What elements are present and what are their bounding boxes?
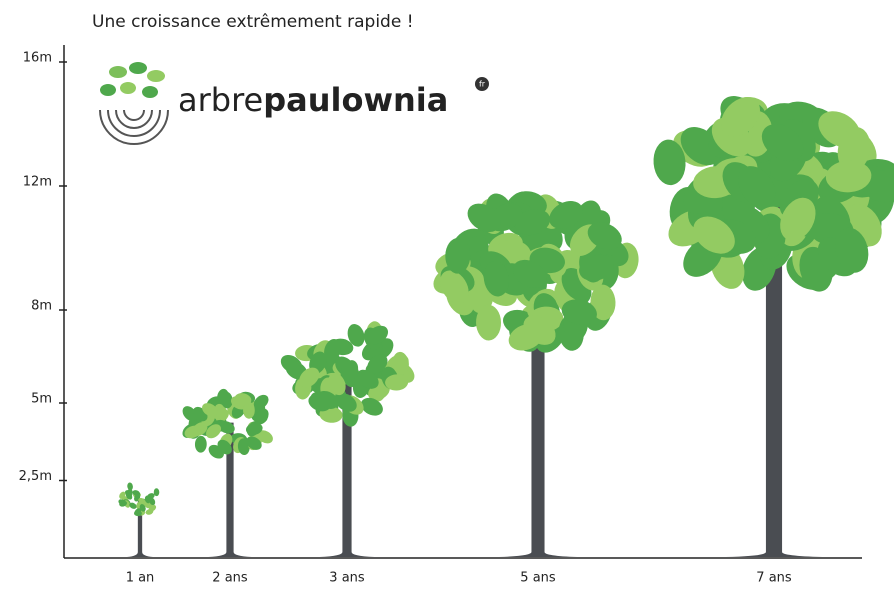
leaf — [440, 270, 469, 304]
leaf — [467, 203, 501, 233]
y-tick-label: 16m — [23, 51, 52, 66]
y-tick-label: 8m — [31, 299, 52, 314]
leaf — [366, 325, 389, 345]
trunk — [319, 371, 375, 557]
leaf — [515, 209, 551, 236]
leaf — [587, 222, 622, 250]
logo-badge-bg — [475, 77, 489, 91]
tree — [182, 388, 273, 557]
leaf — [138, 497, 146, 505]
leaf — [549, 201, 583, 229]
logo-badge: fr — [479, 80, 486, 89]
leaf — [139, 504, 146, 512]
leaf — [579, 254, 614, 281]
leaf — [149, 497, 156, 506]
leaf — [347, 324, 365, 347]
leaf — [220, 391, 233, 409]
leaf — [780, 197, 816, 241]
tree — [433, 191, 639, 557]
leaf — [246, 436, 262, 450]
leaf — [206, 424, 221, 439]
tree — [118, 482, 160, 557]
leaf — [392, 351, 409, 375]
leaf — [720, 97, 760, 137]
leaf — [153, 488, 160, 497]
logo-text: arbrepaulownia — [178, 81, 448, 119]
x-tick-label: 5 ans — [520, 571, 556, 586]
logo-prefix: arbre — [178, 81, 263, 119]
logo: arbrepaulownia fr — [99, 62, 489, 145]
trunk — [498, 270, 578, 557]
trunk — [127, 498, 153, 557]
x-tick-label: 3 ans — [329, 571, 365, 586]
chart-title: Une croissance extrêmement rapide ! — [92, 12, 414, 32]
leaf — [124, 490, 133, 497]
leaf — [483, 260, 510, 297]
leaf — [255, 408, 269, 425]
leaf — [825, 160, 872, 193]
leaf — [243, 401, 255, 419]
leaf — [340, 360, 359, 383]
x-tick-label: 1 an — [126, 571, 155, 586]
leaf — [445, 237, 471, 274]
leaf — [653, 139, 686, 186]
leaf — [693, 216, 735, 254]
leaf — [194, 435, 207, 453]
leaf — [217, 439, 232, 455]
leaf — [234, 393, 252, 406]
leaf — [835, 227, 869, 273]
leaf — [476, 304, 502, 341]
leaf — [328, 372, 346, 396]
leaf — [360, 397, 383, 416]
y-tick-label: 2,5m — [19, 469, 52, 484]
y-tick-label: 5m — [31, 392, 52, 407]
trunk — [725, 190, 823, 558]
logo-icon — [99, 62, 169, 145]
leaf — [385, 374, 409, 391]
leaf — [512, 259, 547, 288]
leaf — [561, 299, 597, 325]
leaf — [144, 495, 151, 504]
leaf — [357, 370, 379, 389]
leaf — [367, 354, 388, 374]
y-tick-label: 12m — [23, 175, 52, 190]
leaf — [148, 504, 157, 512]
leaf — [299, 367, 320, 388]
tree — [280, 321, 415, 557]
leaf — [214, 403, 228, 420]
leaf — [861, 170, 894, 203]
leaf — [127, 482, 133, 491]
leaf — [761, 124, 804, 162]
leaf — [335, 393, 357, 412]
leaf — [129, 502, 137, 509]
leaf — [184, 425, 201, 439]
leaf — [738, 166, 776, 208]
leaf — [202, 403, 218, 417]
leaf — [218, 421, 235, 434]
x-tick-label: 2 ans — [212, 571, 248, 586]
leaf — [119, 491, 126, 499]
leaf — [246, 420, 261, 437]
leaf — [523, 315, 556, 345]
tree — [653, 95, 894, 558]
leaf — [590, 284, 616, 321]
leaf — [118, 499, 126, 506]
leaf — [134, 510, 142, 517]
trunk — [208, 422, 252, 557]
leaf — [324, 338, 341, 362]
leaf — [316, 390, 339, 409]
x-tick-label: 7 ans — [756, 571, 792, 586]
logo-name: paulownia — [263, 81, 448, 119]
